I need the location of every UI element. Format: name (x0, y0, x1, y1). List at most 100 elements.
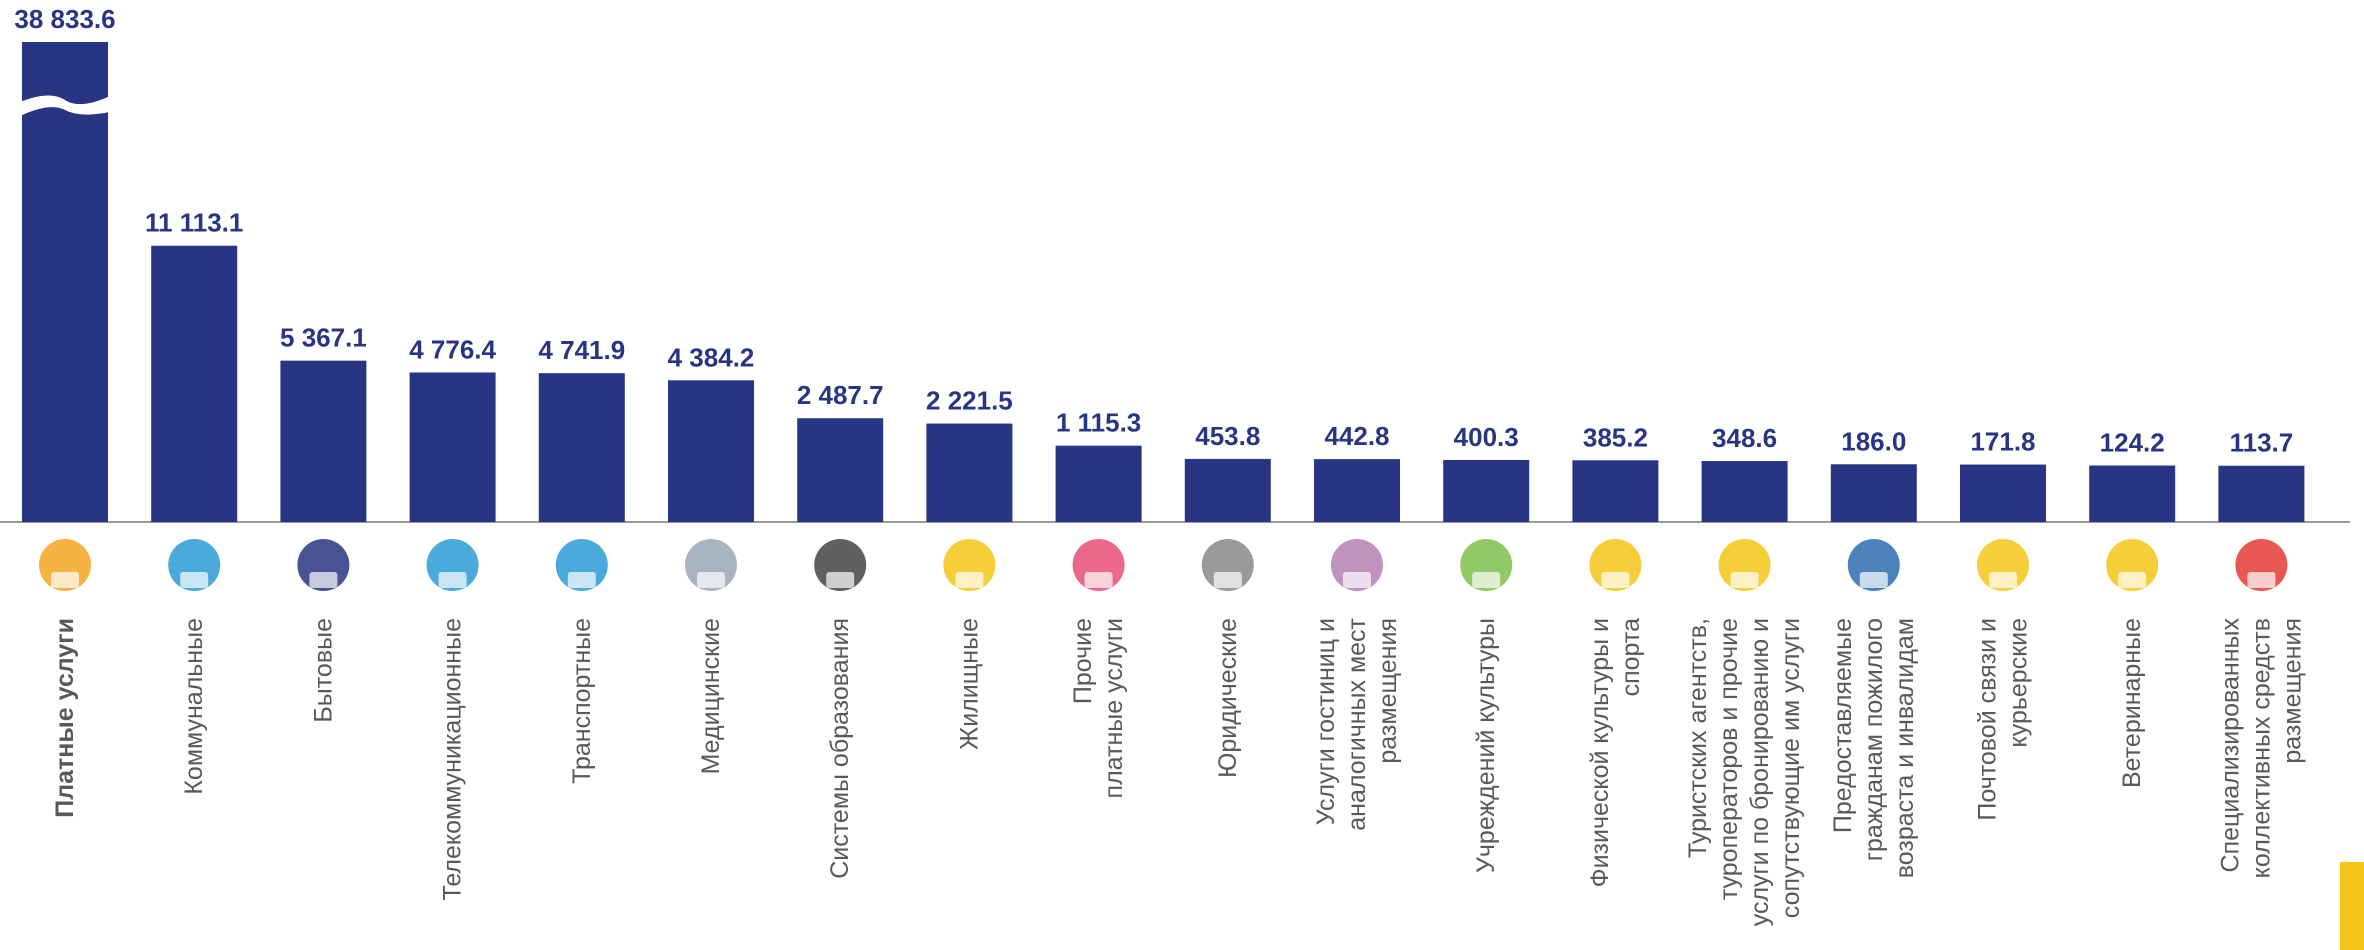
category-icon (1460, 539, 1512, 591)
category-label: Туристских агентств, (1684, 618, 1712, 858)
value-label: 1 115.3 (1056, 408, 1141, 438)
value-label: 171.8 (1970, 427, 2035, 457)
category-label: Предоставляемые (1829, 618, 1857, 833)
icon-shape (1343, 572, 1371, 588)
category-icon (943, 539, 995, 591)
icon-shape (1989, 572, 2017, 588)
category-label: спорта (1617, 618, 1645, 696)
category-label: возраста и инвалидам (1891, 618, 1919, 878)
value-label: 453.8 (1195, 421, 1260, 451)
value-label: 124.2 (2100, 428, 2165, 458)
value-label: 113.7 (2230, 428, 2294, 458)
bar (797, 418, 883, 522)
value-label: 5 367.1 (280, 323, 367, 353)
category-label: Юридические (1214, 618, 1242, 778)
category-icon (2235, 539, 2287, 591)
icon-shape (1731, 572, 1759, 588)
category-icon (1848, 539, 1900, 591)
category-label: коллективных средств (2247, 618, 2275, 878)
category-label: услуги по бронированию и (1746, 618, 1774, 926)
category-icon (297, 539, 349, 591)
chart: 38 833.6 Платные услуги 11 113.1 Коммунальн… (0, 0, 2364, 950)
icon-shape (1085, 572, 1113, 588)
bar (668, 380, 754, 522)
value-label: 186.0 (1841, 426, 1906, 456)
bar (1185, 459, 1271, 522)
category-label: Бытовые (309, 618, 337, 723)
category-label: Жилищные (955, 618, 983, 750)
bar (410, 372, 496, 522)
icon-shape (51, 572, 79, 588)
value-label: 400.3 (1454, 422, 1519, 452)
category-label: Медицинские (697, 618, 725, 774)
category-label: гражданам пожилого (1860, 618, 1888, 861)
category-label: Прочие (1069, 618, 1097, 704)
bar (1443, 460, 1529, 522)
value-label: 442.8 (1324, 421, 1389, 451)
icon-shape (1860, 572, 1888, 588)
icon-shape (2247, 572, 2275, 588)
value-label: 4 741.9 (538, 335, 625, 365)
category-icon (1589, 539, 1641, 591)
bar (1314, 459, 1400, 522)
icon-shape (826, 572, 854, 588)
value-label: 2 221.5 (926, 386, 1013, 416)
value-label: 38 833.6 (14, 4, 115, 34)
category-label: Системы образования (826, 618, 854, 879)
value-label: 11 113.1 (145, 208, 243, 238)
value-label: 385.2 (1583, 422, 1648, 452)
category-label: Услуги гостиниц и (1312, 618, 1340, 825)
icon-shape (1214, 572, 1242, 588)
category-label: размещения (1374, 618, 1402, 764)
category-icon (1073, 539, 1125, 591)
icon-shape (1472, 572, 1500, 588)
category-label: курьерские (2005, 618, 2033, 747)
value-label: 4 384.2 (668, 342, 755, 372)
category-label: Ветеринарные (2118, 618, 2146, 788)
category-icon (2106, 539, 2158, 591)
category-label: аналогичных мест (1343, 617, 1371, 830)
bar (1056, 446, 1142, 522)
value-label: 2 487.7 (797, 380, 884, 410)
value-label: 4 776.4 (409, 334, 496, 364)
category-icon (556, 539, 608, 591)
category-label: Телекоммуникационные (439, 618, 467, 901)
icon-shape (1601, 572, 1629, 588)
category-label: Транспортные (568, 618, 596, 784)
category-icon (39, 539, 91, 591)
bar (1960, 465, 2046, 522)
bar (1572, 460, 1658, 522)
category-icon (168, 539, 220, 591)
category-label: Почтовой связи и (1974, 618, 2002, 821)
icon-shape (309, 572, 337, 588)
icon-shape (568, 572, 596, 588)
bar (151, 246, 237, 522)
bar (926, 424, 1012, 522)
bar (2218, 466, 2304, 522)
category-label: Учреждений культуры (1472, 618, 1500, 873)
icon-shape (180, 572, 208, 588)
category-icon (814, 539, 866, 591)
icon-shape (955, 572, 983, 588)
category-label: Платные услуги (51, 618, 79, 818)
category-icon (1719, 539, 1771, 591)
bar (1702, 461, 1788, 522)
category-label: Коммунальные (180, 618, 208, 795)
category-label: размещения (2278, 618, 2306, 764)
category-label: Физической культуры и (1586, 618, 1614, 887)
category-label: туроператоров и прочие (1715, 618, 1743, 900)
icon-shape (439, 572, 467, 588)
bar (539, 373, 625, 522)
bar (2089, 466, 2175, 522)
category-icon (427, 539, 479, 591)
corner-tab (2340, 862, 2364, 950)
bar (280, 361, 366, 522)
category-icon (1331, 539, 1383, 591)
category-icon (1977, 539, 2029, 591)
category-label: платные услуги (1100, 618, 1128, 798)
icon-shape (2118, 572, 2146, 588)
category-label: Специализированных (2216, 618, 2244, 873)
bar (1831, 464, 1917, 522)
category-icon (685, 539, 737, 591)
icon-shape (697, 572, 725, 588)
